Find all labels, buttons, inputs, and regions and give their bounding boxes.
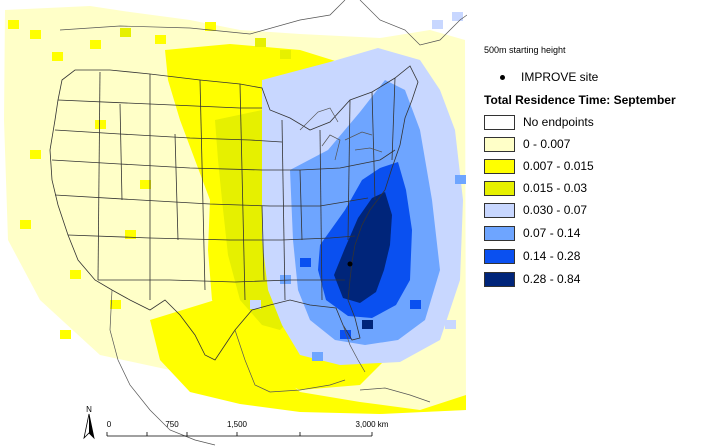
scale-label-750: 750 — [165, 420, 179, 429]
legend-subtitle: 500m starting height — [484, 45, 566, 55]
legend-label: 0.14 - 0.28 — [523, 249, 581, 263]
legend-label: 0.030 - 0.07 — [523, 203, 588, 217]
residence-time-map: N 0 750 1,500 3,000 km — [4, 0, 467, 446]
gulf-coast — [234, 329, 346, 393]
legend-swatch — [484, 271, 515, 287]
north-arrow-label: N — [86, 405, 92, 414]
residence-time-zones — [4, 6, 466, 414]
scale-bar: 0 750 1,500 3,000 km — [106, 420, 389, 437]
scale-label-3000: 3,000 km — [356, 420, 389, 429]
legend-swatch — [484, 248, 515, 264]
cuba — [359, 387, 431, 403]
canada-outline — [59, 0, 346, 35]
legend-label: 0.28 - 0.84 — [523, 272, 581, 286]
improve-site-marker — [347, 261, 353, 267]
map-legend: 500m starting height IMPROVE site Total … — [478, 0, 702, 446]
scale-label-1500: 1,500 — [227, 420, 248, 429]
legend-label: No endpoints — [523, 115, 594, 129]
legend-item: No endpoints — [484, 114, 594, 130]
legend-site-label: IMPROVE site — [521, 70, 599, 84]
mexico-outline — [109, 289, 216, 446]
map-svg: N 0 750 1,500 3,000 km — [4, 0, 467, 446]
legend-swatch — [484, 180, 515, 196]
neighbor-boundaries — [59, 0, 467, 446]
legend-label: 0 - 0.007 — [523, 137, 571, 151]
legend-swatch — [484, 114, 515, 130]
legend-label: 0.07 - 0.14 — [523, 226, 581, 240]
site-dot-icon — [500, 74, 505, 80]
canada-east — [359, 0, 467, 46]
legend-item: 0.007 - 0.015 — [484, 158, 594, 174]
legend-item: 0.015 - 0.03 — [484, 180, 587, 196]
legend-title: Total Residence Time: September — [484, 93, 676, 107]
scattered-cells — [8, 12, 466, 361]
legend-site-row: IMPROVE site — [486, 70, 598, 84]
legend-item: 0.28 - 0.84 — [484, 271, 580, 287]
legend-swatch — [484, 136, 515, 152]
legend-item: 0.030 - 0.07 — [484, 202, 587, 218]
florida — [342, 324, 366, 373]
great-lakes — [299, 107, 383, 161]
scale-label-0: 0 — [107, 420, 112, 429]
legend-swatch — [484, 225, 515, 241]
zone-0.28-0.84 — [334, 192, 392, 303]
legend-label: 0.007 - 0.015 — [523, 159, 594, 173]
legend-label: 0.015 - 0.03 — [523, 181, 588, 195]
legend-item: 0.07 - 0.14 — [484, 225, 580, 241]
zone-0.007-0.015-gulf — [150, 300, 466, 414]
legend-swatch — [484, 202, 515, 218]
legend-item: 0.14 - 0.28 — [484, 248, 580, 264]
north-arrow: N — [83, 405, 95, 440]
legend-item: 0 - 0.007 — [484, 136, 570, 152]
legend-swatch — [484, 158, 515, 174]
